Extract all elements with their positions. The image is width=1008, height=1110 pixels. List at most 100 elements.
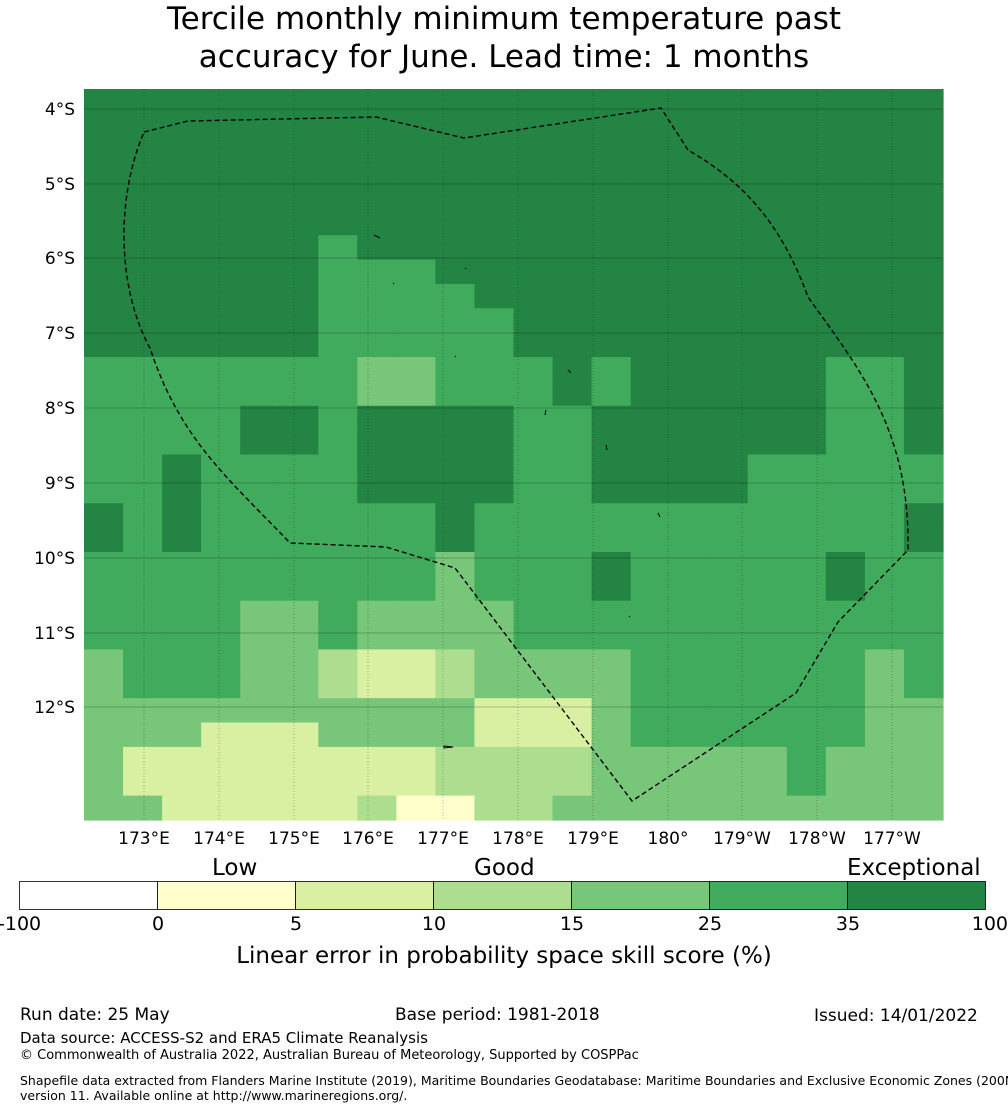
longitude-label: 176°E	[342, 829, 394, 849]
grid-cell	[84, 113, 124, 139]
grid-cell	[396, 235, 437, 261]
grid-cell	[552, 551, 593, 577]
grid-cell	[825, 113, 866, 139]
grid-cell	[318, 454, 358, 480]
grid-cell	[123, 551, 163, 577]
grid-cell	[318, 259, 358, 285]
grid-cell	[279, 430, 319, 456]
grid-cell	[318, 235, 358, 261]
grid-cell	[747, 625, 788, 651]
grid-cell	[240, 527, 280, 553]
grid-cell	[396, 527, 437, 553]
grid-cell	[279, 771, 319, 797]
grid-cell	[513, 210, 554, 236]
latitude-label: 12°S	[34, 698, 75, 718]
grid-cell	[825, 235, 866, 261]
grid-cell	[864, 527, 905, 553]
grid-cell	[708, 89, 749, 114]
grid-cell	[513, 259, 554, 285]
grid-cell	[162, 576, 202, 602]
island	[443, 745, 454, 749]
grid-cell	[201, 405, 241, 431]
shapefile-credit-line-2: version 11. Available online at http://w…	[20, 1088, 408, 1103]
grid-cell	[435, 89, 476, 114]
grid-cell	[396, 698, 437, 724]
grid-cell	[474, 235, 515, 261]
grid-cell	[825, 405, 866, 431]
grid-cell	[903, 357, 944, 382]
grid-cell	[669, 600, 710, 626]
grid-cell	[747, 89, 788, 114]
grid-cell	[84, 283, 124, 309]
grid-cell	[435, 137, 476, 163]
skill-map: 4°S 5°S 6°S 7°S 8°S 9°S 10°S 11°S 12°S 173°E 174°…	[34, 89, 944, 849]
colorbar-block	[295, 881, 434, 910]
grid-cell	[279, 673, 319, 699]
grid-cell	[903, 430, 944, 456]
grid-cell	[357, 283, 397, 309]
grid-cell	[162, 210, 202, 236]
grid-cell	[864, 210, 905, 236]
grid-cell	[786, 600, 827, 626]
grid-cell	[669, 454, 710, 480]
grid-cell	[357, 381, 397, 407]
grid-cell	[474, 722, 515, 748]
grid-cell	[474, 649, 515, 675]
grid-cell	[240, 454, 280, 480]
grid-cell	[435, 113, 476, 139]
grid-cell	[84, 430, 124, 456]
grid-cell	[552, 625, 593, 651]
grid-cell	[162, 308, 202, 334]
grid-cell	[240, 430, 280, 456]
grid-cell	[435, 576, 476, 602]
grid-cell	[786, 771, 827, 797]
grid-cell	[513, 771, 554, 797]
colorbar-tick-label: 15	[559, 913, 585, 935]
grid-cell	[162, 454, 202, 480]
grid-cell	[201, 162, 241, 188]
grid-cell	[513, 308, 554, 334]
grid-cell	[279, 698, 319, 724]
category-good: Good	[474, 855, 535, 881]
grid-cell	[591, 551, 632, 577]
grid-cell	[864, 186, 905, 212]
grid-cell	[591, 625, 632, 651]
grid-cell	[825, 771, 866, 797]
category-low: Low	[212, 855, 258, 881]
grid-cell	[786, 210, 827, 236]
grid-cell	[864, 381, 905, 407]
grid-cell	[201, 186, 241, 212]
grid-cell	[630, 186, 671, 212]
grid-cell	[513, 235, 554, 261]
grid-cell	[552, 576, 593, 602]
grid-cell	[123, 308, 163, 334]
grid-cell	[162, 673, 202, 699]
grid-cell	[552, 381, 593, 407]
grid-cell	[903, 746, 944, 772]
shapefile-credit-line-1: Shapefile data extracted from Flanders M…	[20, 1073, 1008, 1088]
grid-cell	[669, 527, 710, 553]
colorbar-tick-label: -100	[0, 913, 42, 935]
grid-cell	[318, 746, 358, 772]
grid-cell	[552, 454, 593, 480]
grid-cell	[279, 600, 319, 626]
grid-cell	[435, 405, 476, 431]
category-exceptional: Exceptional	[847, 855, 981, 881]
grid-cell	[279, 381, 319, 407]
grid-cell	[123, 235, 163, 261]
grid-cell	[825, 137, 866, 163]
grid-cell	[708, 430, 749, 456]
latitude-label: 5°S	[45, 175, 75, 195]
grid-cell	[357, 600, 397, 626]
grid-cell	[864, 137, 905, 163]
grid-cell	[864, 283, 905, 309]
grid-cell	[786, 430, 827, 456]
grid-cell	[669, 771, 710, 797]
grid-cell	[513, 600, 554, 626]
grid-cell	[201, 527, 241, 553]
grid-cell	[747, 405, 788, 431]
grid-cell	[84, 381, 124, 407]
grid-cell	[201, 722, 241, 748]
grid-cell	[357, 235, 397, 261]
grid-cell	[474, 625, 515, 651]
